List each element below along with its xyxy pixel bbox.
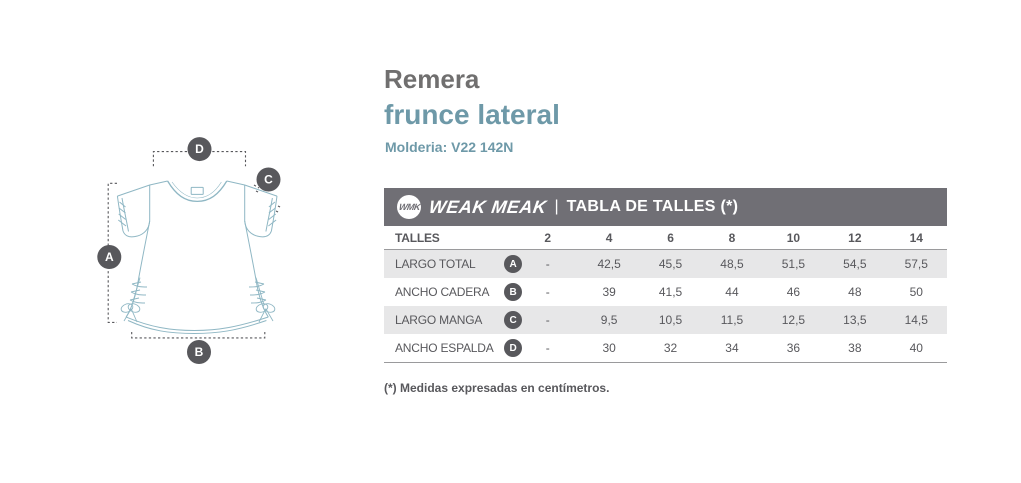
svg-text:A: A xyxy=(105,250,114,264)
svg-text:B: B xyxy=(195,345,204,359)
svg-text:D: D xyxy=(195,142,204,156)
svg-text:C: C xyxy=(264,173,273,187)
